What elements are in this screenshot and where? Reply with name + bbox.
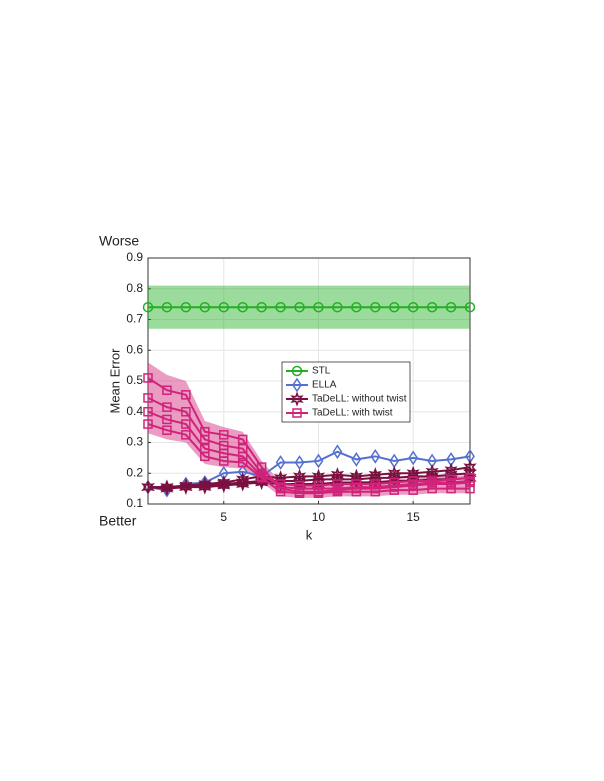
- marker: [294, 301, 305, 313]
- marker: [313, 301, 324, 313]
- y-tick-label: 0.3: [126, 435, 143, 449]
- marker: [198, 479, 212, 495]
- marker: [218, 301, 230, 313]
- marker: [351, 486, 362, 497]
- marker: [181, 430, 191, 440]
- marker: [236, 476, 250, 492]
- marker: [162, 414, 172, 425]
- y-tick-label: 0.4: [126, 404, 143, 418]
- marker: [351, 301, 362, 313]
- marker: [143, 373, 153, 383]
- legend-label: ELLA: [312, 380, 337, 391]
- annotation-better: Better: [99, 513, 137, 529]
- marker: [408, 476, 418, 486]
- marker: [370, 486, 381, 497]
- y-axis-label: Mean Error: [107, 348, 122, 414]
- marker: [181, 407, 191, 417]
- marker: [465, 483, 475, 494]
- marker: [332, 486, 343, 497]
- legend-label: TaDeLL: without twist: [312, 394, 407, 405]
- marker: [141, 479, 155, 495]
- marker: [275, 455, 286, 470]
- marker: [332, 301, 343, 313]
- marker: [161, 301, 173, 313]
- marker: [219, 456, 229, 466]
- marker: [180, 301, 192, 313]
- legend-marker: [292, 377, 302, 393]
- y-tick-label: 0.6: [126, 342, 143, 356]
- marker: [389, 485, 399, 495]
- marker: [351, 452, 362, 467]
- y-tick-label: 0.7: [126, 312, 143, 326]
- marker: [313, 453, 324, 469]
- marker: [313, 488, 324, 498]
- marker: [294, 488, 305, 498]
- marker: [256, 473, 267, 483]
- legend-label: STL: [312, 366, 331, 377]
- marker: [407, 301, 419, 313]
- marker: [200, 451, 210, 462]
- marker: [464, 301, 476, 313]
- y-tick-label: 0.1: [126, 496, 143, 510]
- marker: [162, 402, 172, 412]
- x-axis-label: k: [306, 527, 313, 542]
- marker: [256, 301, 267, 313]
- y-tick-label: 0.2: [126, 465, 143, 479]
- x-tick-label: 5: [220, 510, 227, 524]
- marker: [294, 455, 305, 470]
- marker: [143, 393, 153, 403]
- y-tick-label: 0.8: [126, 281, 143, 295]
- marker: [275, 486, 286, 497]
- legend-marker: [292, 408, 302, 418]
- marker: [408, 485, 418, 495]
- marker: [275, 301, 286, 313]
- plot-frame: [147, 257, 471, 505]
- marker: [217, 477, 231, 494]
- marker: [199, 301, 211, 313]
- marker: [445, 301, 457, 313]
- marker: [162, 425, 172, 435]
- marker: [162, 385, 172, 395]
- annotation-worse: Worse: [99, 233, 139, 249]
- marker: [237, 301, 248, 313]
- x-tick-label: 15: [406, 510, 420, 524]
- marker: [406, 465, 420, 481]
- marker: [237, 434, 248, 445]
- marker: [446, 483, 456, 494]
- marker: [408, 450, 419, 466]
- marker: [370, 301, 381, 313]
- marker: [181, 419, 191, 429]
- marker: [237, 457, 248, 468]
- legend-label: TaDeLL: with twist: [312, 408, 393, 419]
- marker: [219, 430, 229, 440]
- marker: [143, 419, 153, 429]
- marker: [332, 444, 343, 460]
- marker: [465, 473, 475, 483]
- marker: [388, 301, 400, 313]
- marker: [446, 474, 456, 485]
- marker: [181, 390, 191, 400]
- x-tick-label: 10: [312, 510, 326, 524]
- marker: [370, 448, 381, 464]
- marker: [200, 434, 210, 445]
- marker: [143, 407, 153, 417]
- marker: [237, 451, 248, 462]
- y-tick-label: 0.5: [126, 373, 143, 387]
- marker: [142, 301, 154, 313]
- marker: [426, 301, 438, 313]
- legend-marker: [291, 365, 303, 377]
- legend-marker: [290, 391, 304, 407]
- marker: [179, 479, 193, 495]
- y-tick-label: 0.9: [126, 250, 143, 264]
- marker: [160, 480, 174, 497]
- marker: [427, 483, 437, 494]
